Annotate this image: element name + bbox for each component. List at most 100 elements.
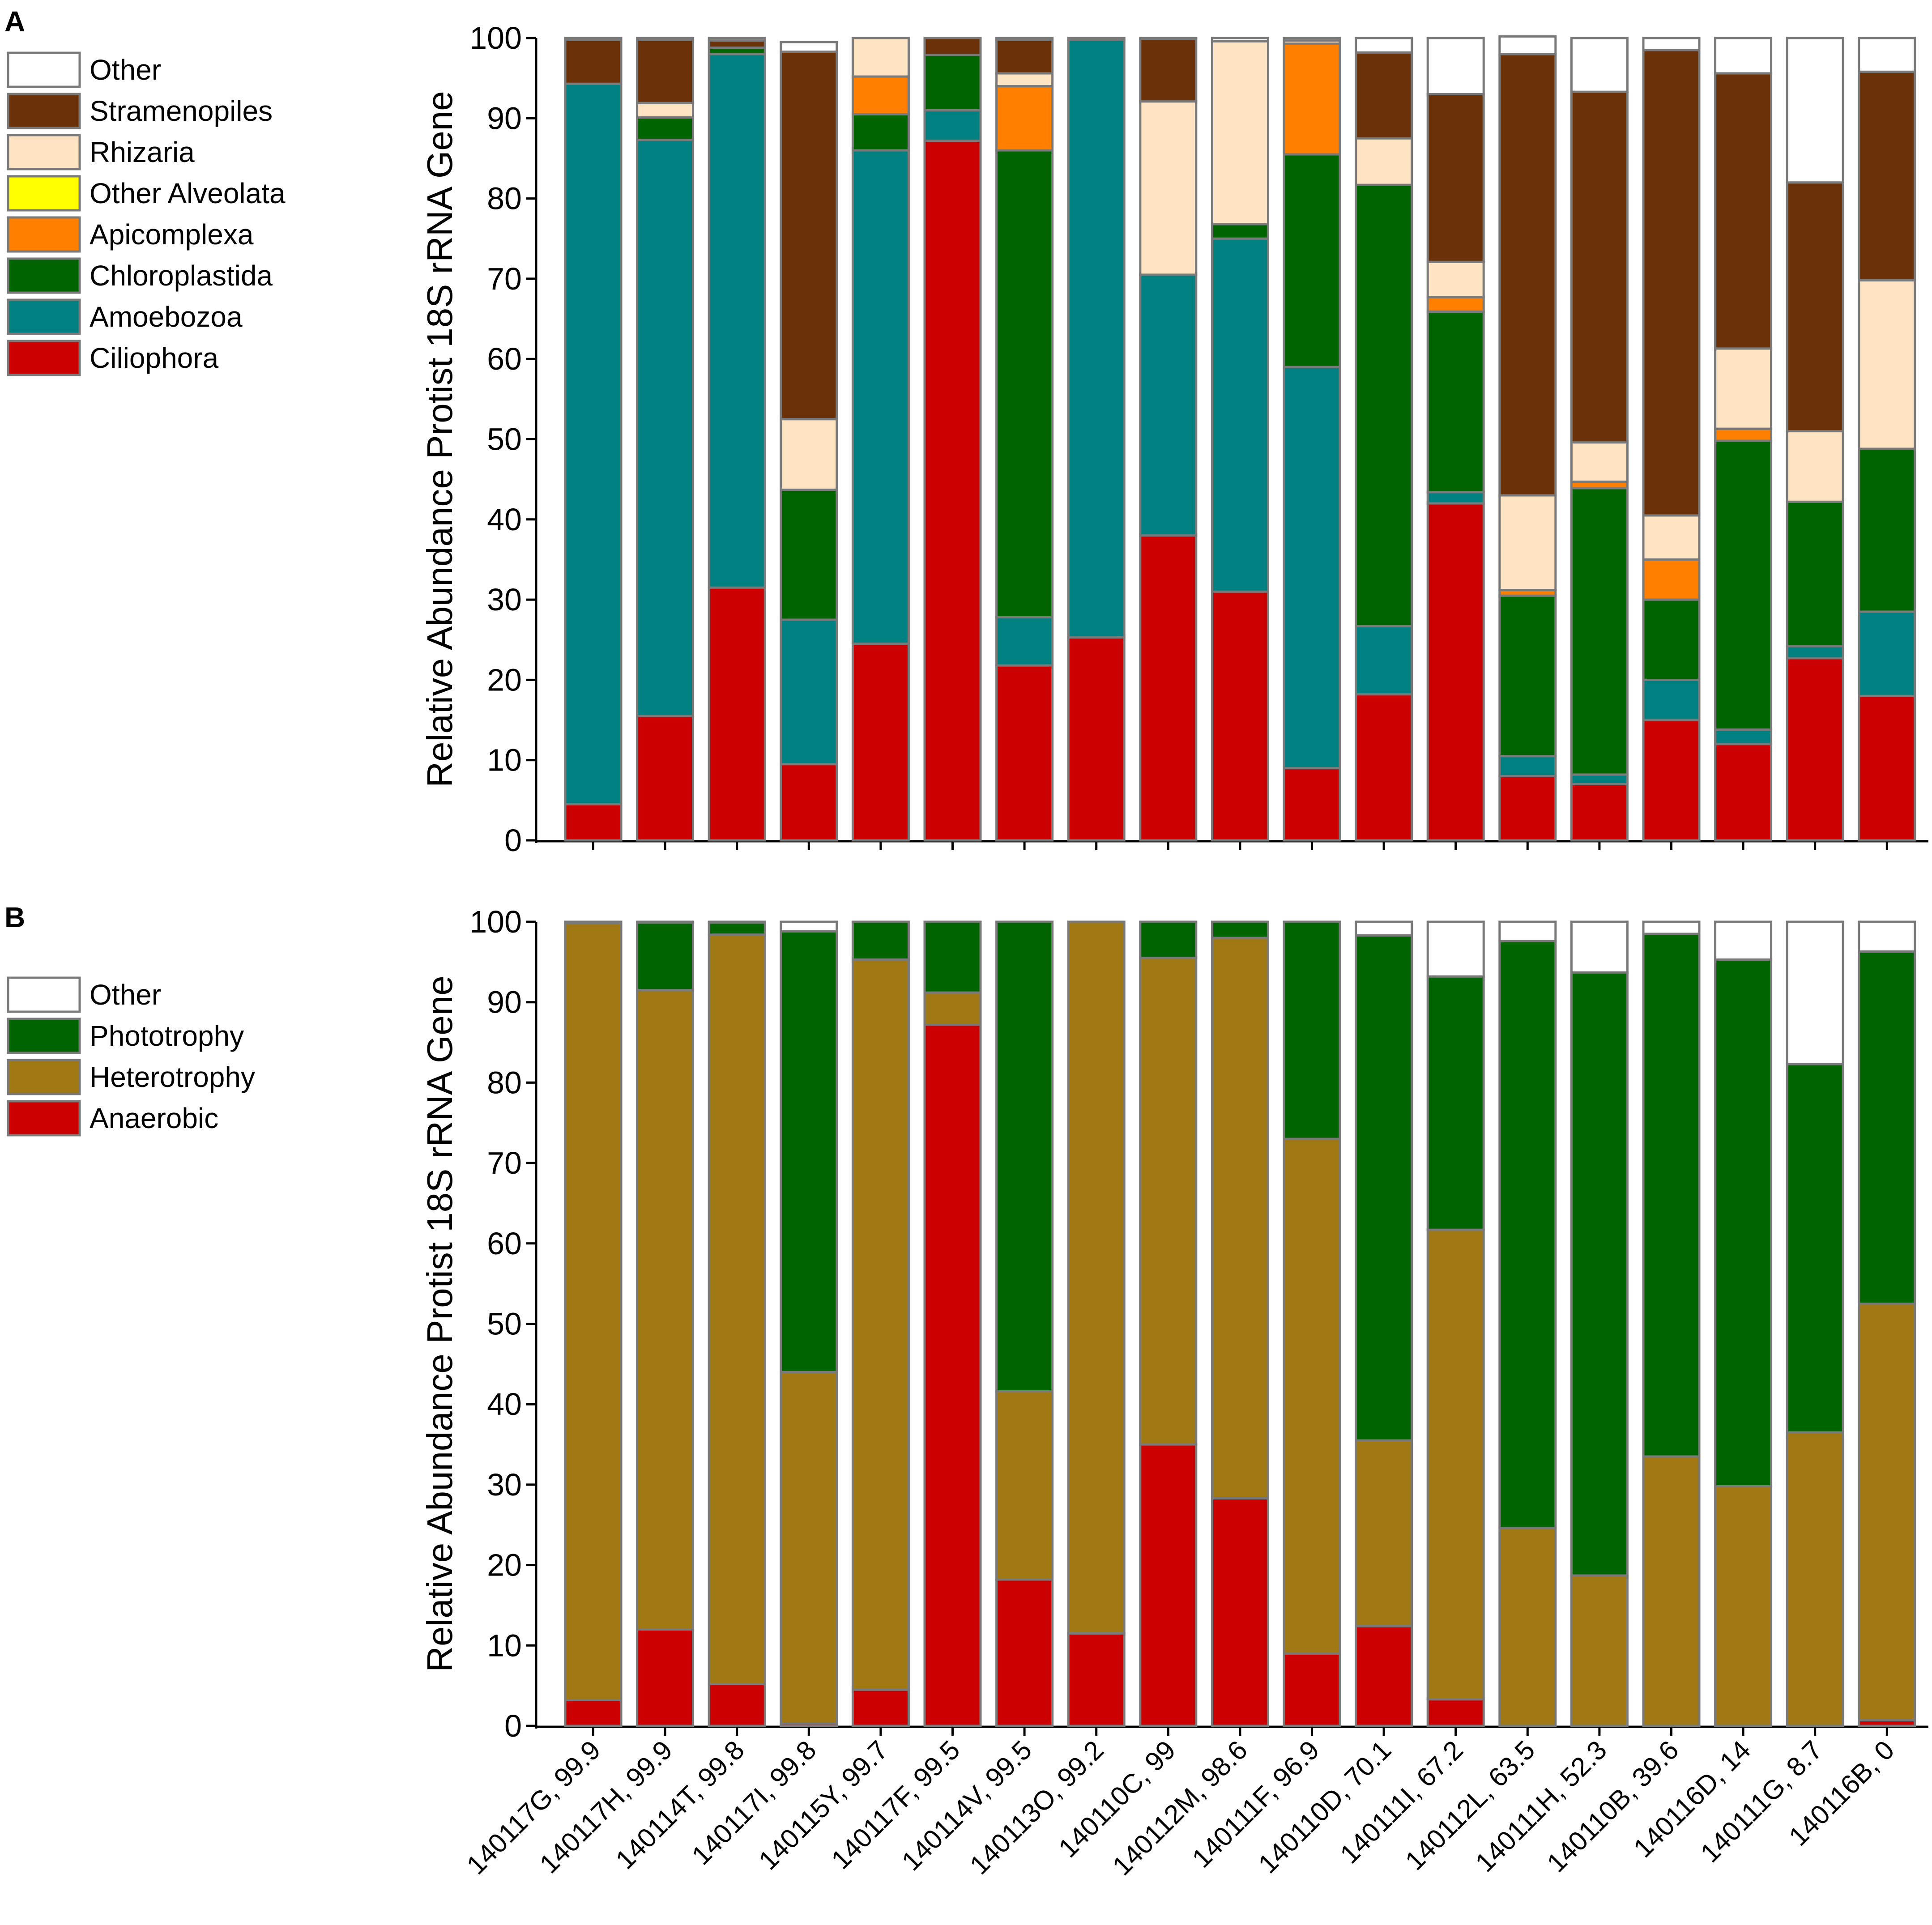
bar-140112l-63-5 bbox=[1498, 920, 1557, 1727]
bar-segment-heterotrophy bbox=[1642, 1455, 1701, 1727]
bar-segment-amoebozoa bbox=[1139, 273, 1198, 537]
bar-segment-chloroplastida bbox=[1858, 447, 1916, 613]
legend-swatch bbox=[7, 976, 81, 1013]
legend-item-phototrophy: Phototrophy bbox=[7, 1018, 244, 1054]
y-tick-label: 40 bbox=[487, 502, 522, 537]
bar-segment-stramenopiles bbox=[1355, 51, 1413, 140]
bar-segment-phototrophy bbox=[780, 930, 838, 1373]
bar-segment-stramenopiles bbox=[995, 38, 1054, 75]
x-tick-label: 140111I, 67.2 bbox=[1334, 1735, 1469, 1870]
x-tick-label: 140117I, 99.8 bbox=[686, 1735, 822, 1871]
y-tick-label: 90 bbox=[487, 985, 522, 1020]
bar-segment-phototrophy bbox=[1355, 934, 1413, 1442]
bar-segment-rhizaria bbox=[1714, 347, 1773, 430]
bar-segment-heterotrophy bbox=[923, 991, 982, 1026]
bar-segment-phototrophy bbox=[1426, 975, 1485, 1231]
bar-140114v-99-5 bbox=[995, 37, 1054, 842]
bar-segment-heterotrophy bbox=[1498, 1527, 1557, 1727]
bar-segment-chloroplastida bbox=[923, 54, 982, 111]
bar-segment-phototrophy bbox=[1211, 920, 1269, 939]
bar-segment-amoebozoa bbox=[1858, 610, 1916, 697]
x-tick-label: 140111H, 52.3 bbox=[1470, 1735, 1612, 1878]
bar-segment-amoebozoa bbox=[995, 616, 1054, 667]
legend-item-heterotrophy: Heterotrophy bbox=[7, 1059, 255, 1095]
bar-140111i-67-2 bbox=[1426, 37, 1485, 842]
bar-140117g-99-9 bbox=[564, 920, 623, 1727]
bar-140117i-99-8 bbox=[780, 920, 838, 1727]
bar-segment-rhizaria bbox=[1642, 514, 1701, 561]
bar-segment-ciliophora bbox=[708, 586, 766, 842]
bar-segment-phototrophy bbox=[1498, 940, 1557, 1529]
legend-label: Heterotrophy bbox=[90, 1061, 255, 1093]
bar-segment-heterotrophy bbox=[851, 958, 910, 1691]
bar-segment-ciliophora bbox=[1283, 767, 1341, 842]
y-tick-label: 70 bbox=[487, 1146, 522, 1180]
bar-140111h-52-3 bbox=[1570, 920, 1629, 1727]
bar-segment-heterotrophy bbox=[780, 1371, 838, 1725]
y-tick-label: 10 bbox=[487, 743, 522, 778]
bar-segment-heterotrophy bbox=[995, 1390, 1054, 1581]
bar-segment-anaerobic bbox=[564, 1699, 623, 1727]
bar-segment-heterotrophy bbox=[1570, 1574, 1629, 1727]
bar-segment-heterotrophy bbox=[636, 989, 695, 1631]
legend-label: Other bbox=[90, 54, 161, 86]
legend-label: Apicomplexa bbox=[90, 218, 254, 251]
legend-swatch bbox=[7, 93, 81, 129]
bar-140116d-14 bbox=[1714, 920, 1773, 1727]
bar-segment-chloroplastida bbox=[995, 149, 1054, 619]
legend-swatch bbox=[7, 216, 81, 253]
bar-segment-apicomplexa bbox=[851, 75, 910, 115]
bar-segment-anaerobic bbox=[1426, 1698, 1485, 1727]
y-tick-label: 20 bbox=[487, 1548, 522, 1583]
legend-item-rhizaria: Rhizaria bbox=[7, 134, 195, 170]
bar-segment-ciliophora bbox=[780, 763, 838, 842]
legend-label: Other Alveolata bbox=[90, 177, 286, 209]
bar-segment-phototrophy bbox=[636, 921, 695, 992]
bar-segment-rhizaria bbox=[1139, 100, 1198, 276]
bar-segment-apicomplexa bbox=[1714, 427, 1773, 442]
bar-140114v-99-5 bbox=[995, 920, 1054, 1727]
bar-segment-rhizaria bbox=[636, 102, 695, 119]
bar-segment-chloroplastida bbox=[1570, 487, 1629, 776]
bar-segment-other bbox=[708, 920, 766, 924]
legend-swatch bbox=[7, 134, 81, 170]
bar-segment-ciliophora bbox=[1067, 636, 1126, 842]
bar-segment-apicomplexa bbox=[1426, 296, 1485, 313]
bar-140110d-70-1 bbox=[1355, 37, 1413, 842]
bar-segment-phototrophy bbox=[708, 921, 766, 936]
x-tick-label: 140114V, 99.5 bbox=[896, 1735, 1037, 1876]
legend-label: Stramenopiles bbox=[90, 95, 273, 127]
bar-segment-ciliophora bbox=[1714, 743, 1773, 842]
bar-140111g-8-7 bbox=[1786, 920, 1844, 1727]
y-tick-label: 60 bbox=[487, 1226, 522, 1261]
bar-segment-ciliophora bbox=[1642, 719, 1701, 842]
bar-segment-chloroplastida bbox=[636, 116, 695, 141]
bar-segment-chloroplastida bbox=[1714, 439, 1773, 731]
legend-item-amoebozoa: Amoebozoa bbox=[7, 298, 243, 335]
legend-item-stramenopiles: Stramenopiles bbox=[7, 93, 273, 129]
bar-140111f-96-9 bbox=[1283, 37, 1341, 842]
bar-segment-other bbox=[1355, 37, 1413, 54]
bar-segment-other bbox=[780, 41, 838, 53]
legend-item-other: Other bbox=[7, 51, 161, 88]
bar-segment-other bbox=[1570, 37, 1629, 93]
bar-segment-other bbox=[1642, 920, 1701, 935]
bar-segment-other bbox=[636, 37, 695, 41]
bar-segment-ciliophora bbox=[1211, 590, 1269, 842]
bar-segment-ciliophora bbox=[851, 643, 910, 842]
bar-segment-chloroplastida bbox=[1498, 594, 1557, 758]
bar-segment-ciliophora bbox=[564, 803, 623, 842]
bar-segment-rhizaria bbox=[995, 72, 1054, 88]
bar-segment-chloroplastida bbox=[1786, 500, 1844, 647]
bar-segment-phototrophy bbox=[1714, 958, 1773, 1487]
bar-140114t-99-8 bbox=[708, 920, 766, 1727]
bar-segment-ciliophora bbox=[1858, 694, 1916, 842]
bar-segment-amoebozoa bbox=[708, 53, 766, 589]
bar-segment-ciliophora bbox=[1570, 783, 1629, 842]
bar-segment-other bbox=[1858, 920, 1916, 953]
bar-segment-stramenopiles bbox=[1858, 70, 1916, 281]
bar-140112m-98-6 bbox=[1211, 37, 1269, 842]
bar-segment-amoebozoa bbox=[1426, 491, 1485, 505]
bar-segment-heterotrophy bbox=[1139, 957, 1198, 1446]
bar-segment-ciliophora bbox=[995, 664, 1054, 842]
